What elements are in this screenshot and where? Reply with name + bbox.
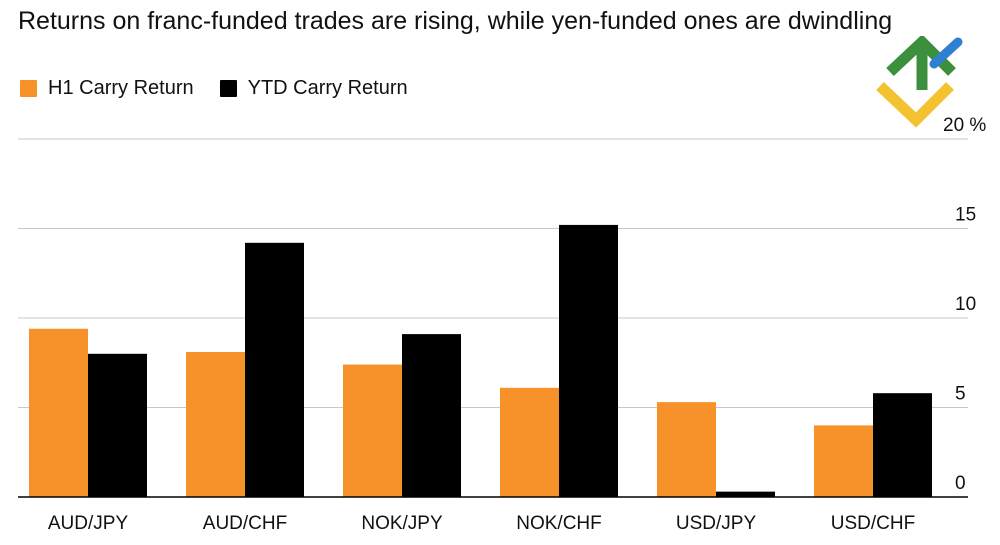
y-tick-label: 5	[955, 384, 966, 405]
legend: H1 Carry Return YTD Carry Return	[20, 77, 408, 100]
y-tick-label: 10	[955, 294, 976, 315]
bar-ytd	[245, 242, 304, 497]
bar-ytd	[88, 353, 147, 497]
legend-swatch-h1	[20, 80, 37, 97]
bar-h1	[186, 352, 245, 497]
bar-ytd	[873, 393, 932, 497]
bar-h1	[500, 387, 559, 497]
brand-logo-icon	[876, 36, 963, 128]
bar-ytd	[402, 334, 461, 497]
x-tick-label: AUD/CHF	[203, 513, 287, 534]
x-tick-label: NOK/CHF	[516, 513, 602, 534]
bar-h1	[343, 364, 402, 497]
y-tick-label: 15	[955, 205, 976, 226]
x-tick-label: AUD/JPY	[48, 513, 129, 534]
legend-swatch-ytd	[219, 80, 237, 97]
legend-item-ytd: YTD Carry Return	[219, 77, 408, 100]
bar-h1	[29, 328, 88, 497]
bar-h1	[814, 425, 873, 497]
legend-label-h1: H1 Carry Return	[48, 77, 194, 99]
bar-ytd	[716, 491, 775, 497]
chart-title: Returns on franc-funded trades are risin…	[18, 7, 893, 35]
bar-ytd	[559, 224, 618, 498]
x-tick-label: NOK/JPY	[361, 513, 443, 534]
x-tick-label: USD/CHF	[831, 513, 915, 534]
x-tick-label: USD/JPY	[676, 513, 757, 534]
legend-label-ytd: YTD Carry Return	[247, 77, 408, 99]
y-tick-label: 20 %	[943, 115, 986, 136]
legend-item-h1: H1 Carry Return	[20, 77, 194, 100]
y-tick-label: 0	[955, 473, 966, 494]
bar-h1	[657, 402, 716, 497]
